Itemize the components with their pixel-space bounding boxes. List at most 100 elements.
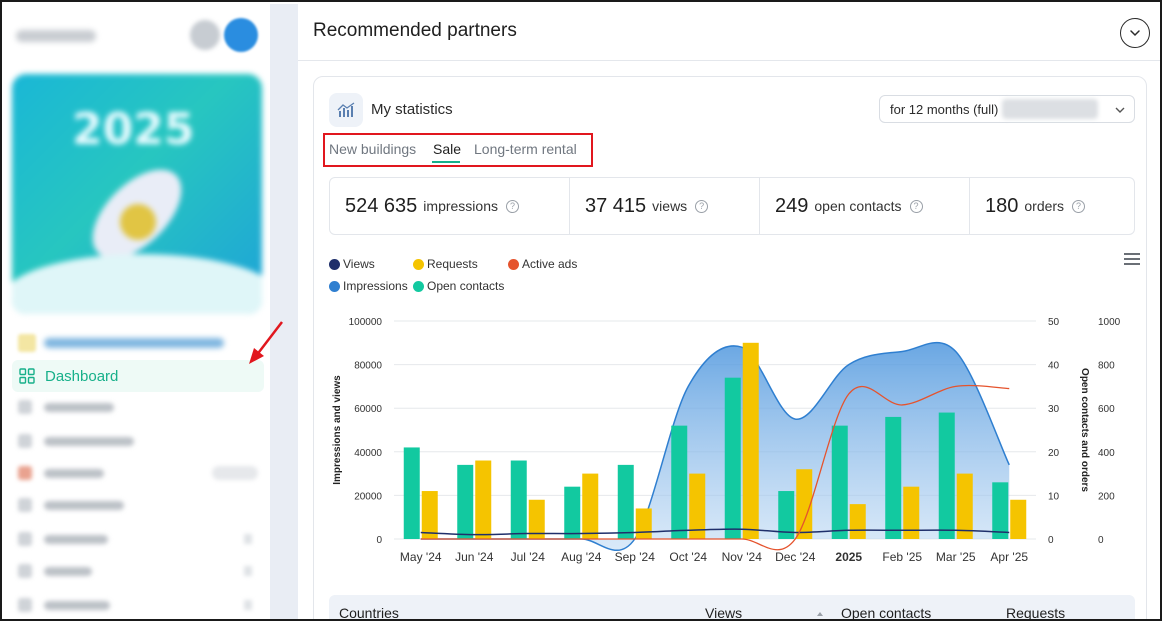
avatar[interactable]: [224, 18, 258, 52]
period-select[interactable]: for 12 months (full): [879, 95, 1135, 123]
highlight-box: [323, 133, 593, 167]
y-tick-label: 40000: [354, 448, 382, 459]
page-title: Recommended partners: [313, 20, 517, 41]
sort-icon[interactable]: [816, 610, 824, 618]
legend-dot: [413, 258, 424, 270]
sidebar-divider: [270, 4, 298, 619]
sidebar-item-blurred[interactable]: [18, 400, 258, 414]
tab-long-term-rental[interactable]: Long-term rental: [474, 141, 577, 157]
y-right2-tick-label: 0: [1098, 535, 1104, 546]
sidebar-item-label: Dashboard: [45, 367, 119, 385]
help-icon[interactable]: ?: [1072, 199, 1086, 213]
legend-label: Views: [343, 257, 375, 271]
y-tick-label: 20000: [354, 491, 382, 502]
stat-value: 180: [985, 194, 1019, 217]
column-header-countries[interactable]: Countries: [339, 605, 399, 621]
user-name-blurred[interactable]: [16, 30, 96, 42]
legend-label: Requests: [427, 257, 478, 271]
y-right-tick-label: 50: [1048, 317, 1060, 328]
legend-item-requests[interactable]: Requests: [413, 257, 478, 271]
collapse-button[interactable]: [1120, 18, 1150, 48]
stat-tile-impressions: 524 635 impressions ?: [330, 178, 570, 234]
help-icon[interactable]: ?: [695, 199, 709, 213]
bar-requests: [956, 473, 973, 539]
x-tick-label: May '24: [400, 550, 442, 564]
bar-open-contacts: [671, 425, 688, 539]
y-right-tick-label: 40: [1048, 361, 1060, 372]
help-icon[interactable]: ?: [506, 199, 519, 213]
period-range-blurred: [1002, 99, 1099, 119]
y-tick-label: 80000: [354, 361, 382, 372]
legend-item-open-contacts[interactable]: Open contacts: [413, 279, 504, 293]
sidebar-item-blurred[interactable]: [18, 466, 258, 480]
chart-menu-icon[interactable]: [1124, 253, 1140, 265]
y-right2-tick-label: 600: [1098, 404, 1115, 415]
annotation-arrow-icon: [249, 321, 283, 364]
x-tick-label: Feb '25: [882, 550, 922, 564]
link-icon: [18, 334, 36, 352]
sidebar-item-blurred[interactable]: [18, 564, 258, 578]
bar-open-contacts: [778, 491, 795, 539]
chevron-down-icon: [1130, 30, 1140, 37]
help-icon[interactable]: ?: [909, 199, 923, 213]
sidebar-item-blurred[interactable]: [18, 598, 258, 612]
x-tick-label: Mar '25: [936, 550, 976, 564]
notification-icon[interactable]: [190, 20, 220, 50]
stat-unit: views: [652, 198, 688, 214]
x-tick-label: Sep '24: [615, 550, 656, 564]
tab-sale[interactable]: Sale: [433, 141, 462, 157]
bar-open-contacts: [885, 416, 902, 539]
chevron-down-icon: [1115, 107, 1125, 113]
bar-open-contacts: [831, 425, 848, 539]
sidebar-item-blurred[interactable]: [18, 434, 258, 448]
active-tab-indicator: [432, 161, 460, 163]
tab-new-buildings[interactable]: New buildings: [329, 141, 417, 157]
sidebar-item-blurred[interactable]: [18, 532, 258, 546]
badge-graphic: [120, 204, 156, 240]
legend-item-views[interactable]: Views: [329, 257, 375, 271]
column-header-open-contacts[interactable]: Open contacts: [841, 605, 932, 621]
x-tick-label: Jun '24: [455, 550, 494, 564]
statistics-card: My statistics for 12 months (full) New b…: [313, 76, 1147, 621]
x-tick-label: Nov '24: [722, 550, 763, 564]
bar-requests: [421, 491, 438, 539]
legend-item-impressions[interactable]: Impressions: [329, 279, 408, 293]
bar-open-contacts: [403, 447, 420, 539]
bar-open-contacts: [457, 464, 474, 539]
bar-open-contacts: [992, 482, 1009, 539]
sidebar-item-blurred[interactable]: [18, 498, 258, 512]
card-title: My statistics: [371, 101, 453, 118]
x-tick-label: 2025: [835, 550, 862, 564]
x-tick-label: Oct '24: [669, 550, 707, 564]
legend-label: Open contacts: [427, 279, 505, 293]
legend-item-active-ads[interactable]: Active ads: [508, 257, 577, 271]
sidebar: 2025 Dashboard: [4, 4, 270, 619]
impressions-area: [420, 342, 1010, 551]
promo-year-graphic: 2025: [72, 104, 195, 155]
y-right2-tick-label: 400: [1098, 448, 1115, 459]
stat-unit: impressions: [423, 198, 498, 214]
cloud-graphic: [12, 254, 262, 314]
stat-value: 37 415: [585, 194, 647, 217]
legend-label: Impressions: [343, 279, 408, 293]
legend-dot: [508, 258, 519, 270]
bar-open-contacts: [564, 486, 581, 539]
column-header-requests[interactable]: Requests: [1006, 605, 1066, 621]
bar-open-contacts: [510, 460, 527, 539]
table-header: Countries Views Open contacts Requests: [329, 595, 1135, 621]
bar-requests: [796, 469, 813, 539]
stat-value: 249: [775, 194, 809, 217]
sidebar-link-blurred[interactable]: [18, 334, 248, 352]
stat-value: 524 635: [345, 194, 418, 217]
statistics-icon: [329, 93, 363, 127]
bar-requests: [475, 460, 492, 539]
stat-unit: orders: [1024, 198, 1065, 214]
x-tick-label: Dec '24: [775, 550, 816, 564]
column-header-views[interactable]: Views: [705, 605, 743, 621]
y-right-tick-label: 10: [1048, 491, 1060, 502]
stat-tile-orders: 180 orders ?: [970, 178, 1134, 234]
promo-banner[interactable]: 2025: [12, 74, 262, 314]
sidebar-item-dashboard[interactable]: Dashboard: [12, 360, 264, 392]
bar-requests: [1010, 499, 1027, 539]
